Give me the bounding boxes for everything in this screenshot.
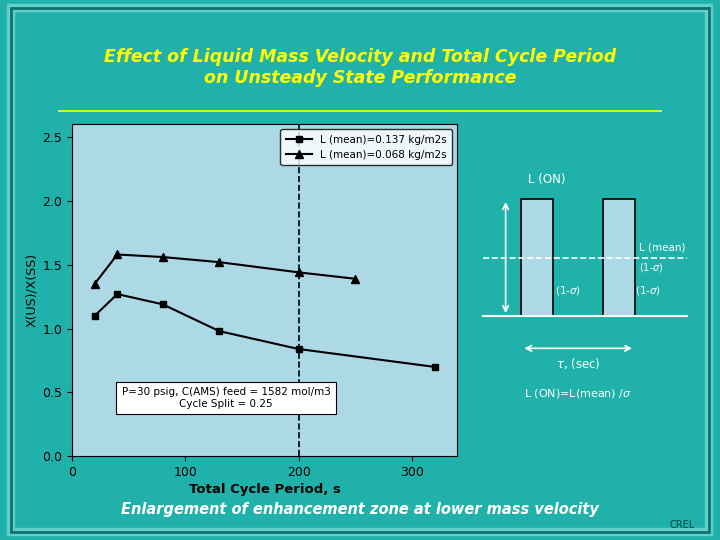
Legend: L (mean)=0.137 kg/m2s, L (mean)=0.068 kg/m2s: L (mean)=0.137 kg/m2s, L (mean)=0.068 kg… — [281, 130, 452, 165]
Line: L (mean)=0.068 kg/m2s: L (mean)=0.068 kg/m2s — [91, 251, 359, 288]
L (mean)=0.068 kg/m2s — [113, 251, 122, 258]
Text: L (ON): L (ON) — [528, 173, 566, 186]
X-axis label: Total Cycle Period, s: Total Cycle Period, s — [189, 483, 341, 496]
Bar — [603, 199, 635, 316]
Text: (1-$\sigma$): (1-$\sigma$) — [636, 284, 662, 296]
Text: (1-$\sigma$): (1-$\sigma$) — [639, 261, 664, 274]
L (mean)=0.068 kg/m2s — [294, 269, 303, 275]
L (mean)=0.137 kg/m2s — [431, 363, 439, 370]
Text: Effect of Liquid Mass Velocity and Total Cycle Period
on Unsteady State Performa: Effect of Liquid Mass Velocity and Total… — [104, 48, 616, 87]
L (mean)=0.137 kg/m2s — [113, 291, 122, 298]
Text: P=30 psig, C(AMS) feed = 1582 mol/m3
Cycle Split = 0.25: P=30 psig, C(AMS) feed = 1582 mol/m3 Cyc… — [122, 387, 330, 409]
Text: CREL: CREL — [670, 520, 695, 530]
L (mean)=0.068 kg/m2s — [158, 254, 167, 260]
L (mean)=0.137 kg/m2s — [158, 301, 167, 308]
L (mean)=0.068 kg/m2s — [215, 259, 224, 265]
Text: Enlargement of enhancement zone at lower mass velocity: Enlargement of enhancement zone at lower… — [121, 502, 599, 517]
Bar — [521, 199, 553, 316]
Text: L (mean): L (mean) — [639, 243, 686, 253]
L (mean)=0.137 kg/m2s — [90, 313, 99, 319]
Text: L (ON)=L(mean) /$\sigma$: L (ON)=L(mean) /$\sigma$ — [524, 387, 632, 400]
Text: $\tau$, (sec): $\tau$, (sec) — [556, 356, 600, 371]
Y-axis label: X(US)/X(SS): X(US)/X(SS) — [25, 253, 38, 327]
Text: (1-$\sigma$): (1-$\sigma$) — [555, 284, 581, 296]
Line: L (mean)=0.137 kg/m2s: L (mean)=0.137 kg/m2s — [91, 291, 438, 370]
L (mean)=0.068 kg/m2s — [90, 281, 99, 287]
L (mean)=0.137 kg/m2s — [294, 346, 303, 352]
L (mean)=0.137 kg/m2s — [215, 328, 224, 334]
L (mean)=0.068 kg/m2s — [351, 275, 359, 282]
